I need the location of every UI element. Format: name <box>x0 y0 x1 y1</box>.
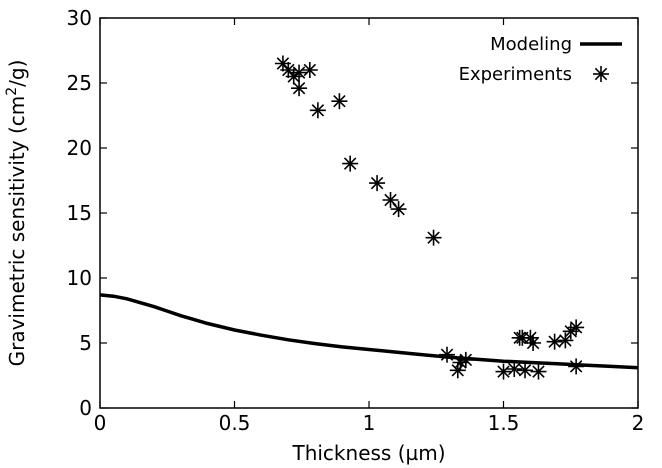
experiment-point <box>369 175 386 192</box>
experiment-point <box>342 155 359 172</box>
series-modeling-line <box>99 293 639 370</box>
experiment-point <box>495 363 512 380</box>
experiment-point <box>390 201 407 218</box>
x-axis-title: Thickness (µm) <box>291 441 445 465</box>
experiment-point <box>425 229 442 246</box>
experiment-point <box>301 62 318 78</box>
experiment-point <box>568 358 585 375</box>
experiment-point <box>546 333 563 350</box>
y-axis-title-superscript: 2 <box>4 87 20 96</box>
y-tick-label: 5 <box>79 331 92 355</box>
y-axis-title-suffix: /g) <box>5 60 29 87</box>
y-tick-label: 30 <box>67 6 92 30</box>
legend-label-experiments: Experiments <box>459 64 572 85</box>
experiment-point <box>457 351 474 368</box>
series-layer <box>99 55 639 380</box>
experiment-point <box>331 93 348 110</box>
y-tick-label: 0 <box>79 396 92 420</box>
axis-ticks <box>99 17 639 409</box>
x-tick-label: 1.5 <box>488 411 520 435</box>
experiment-point <box>506 361 523 377</box>
y-axis-title: Gravimetric sensitivity (cm2/g) <box>4 60 29 367</box>
experiment-point <box>568 319 585 336</box>
legend-label-modeling: Modeling <box>490 34 572 55</box>
legend: Modeling Experiments <box>459 34 622 85</box>
x-tick-label: 0.5 <box>219 411 251 435</box>
y-axis-title-prefix: Gravimetric sensitivity (cm <box>5 96 29 367</box>
legend-asterisk-icon <box>593 66 609 82</box>
experiment-point <box>557 332 574 349</box>
experiment-point <box>530 363 547 380</box>
x-tick-label: 0 <box>94 411 107 435</box>
legend-marker-experiments <box>593 66 609 82</box>
experiment-point <box>517 362 534 379</box>
experiment-point <box>525 335 542 351</box>
experiment-point <box>291 80 308 97</box>
y-tick-label: 15 <box>67 201 92 225</box>
x-tick-label: 2 <box>632 411 645 435</box>
y-tick-label: 25 <box>67 71 92 95</box>
experiment-point <box>439 346 456 363</box>
experiment-point <box>291 64 308 81</box>
y-tick-label: 10 <box>67 266 92 290</box>
y-tick-label: 20 <box>67 136 92 160</box>
x-tick-label: 1 <box>363 411 376 435</box>
experiment-point <box>309 102 326 119</box>
